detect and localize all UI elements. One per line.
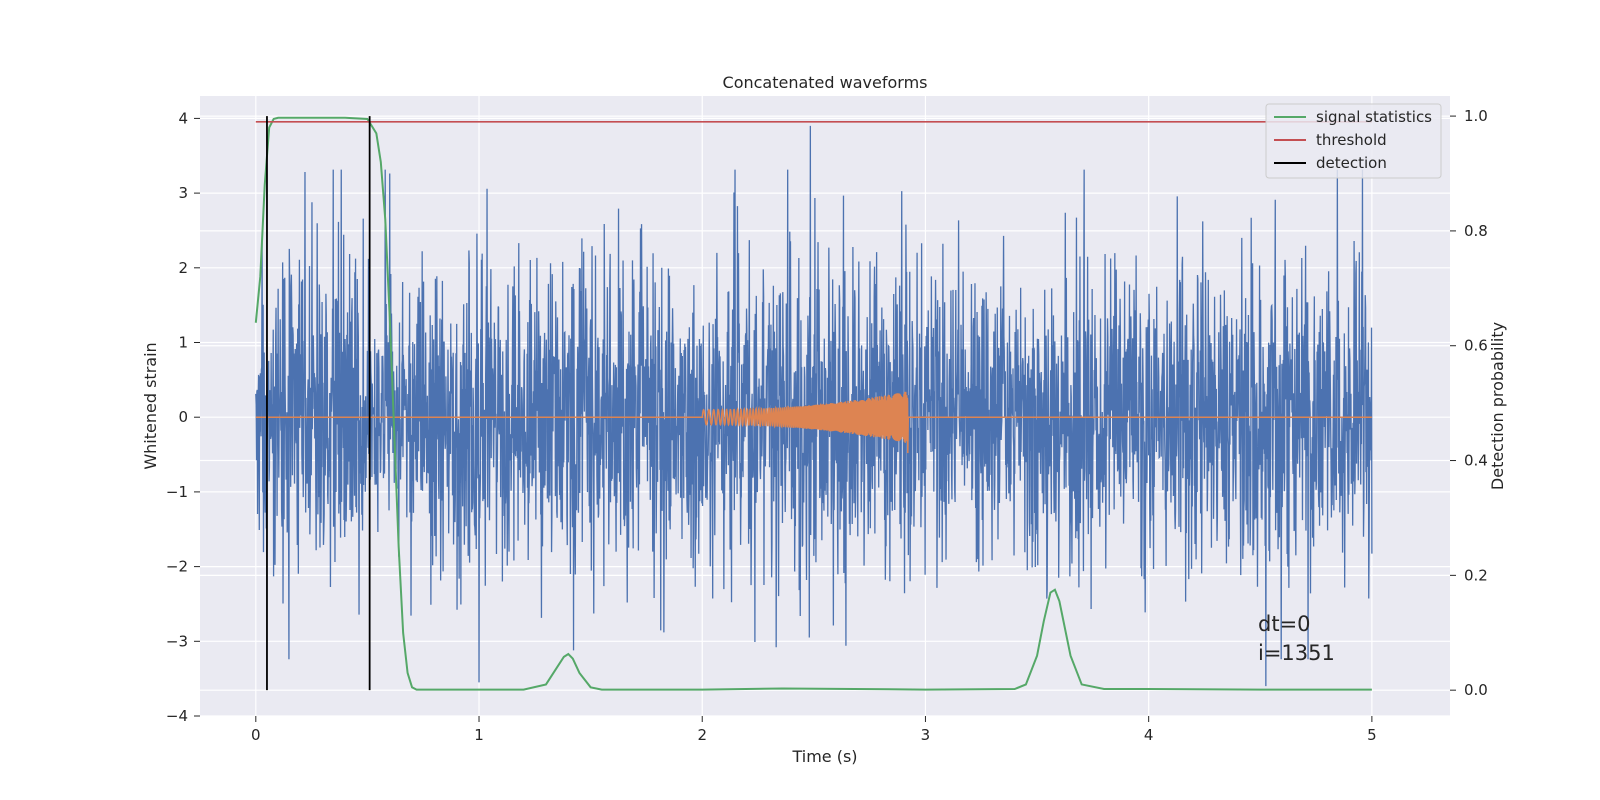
injected-waveform-line	[255, 391, 1372, 454]
y2-tick-label: 0.8	[1464, 222, 1488, 240]
chart-title: Concatenated waveforms	[723, 73, 928, 92]
x-tick-label: 5	[1367, 726, 1377, 744]
x-tick-label: 0	[251, 726, 261, 744]
legend-label-signal-statistics: signal statistics	[1316, 108, 1432, 126]
y2-tick-label: 1.0	[1464, 107, 1488, 125]
y2-tick-label: 0.2	[1464, 566, 1488, 584]
x-tick-label: 1	[474, 726, 484, 744]
y2-tick-label: 0.0	[1464, 681, 1488, 699]
x-tick-label: 4	[1144, 726, 1154, 744]
y2-axis-label: Detection probability	[1488, 322, 1507, 490]
strain-line	[255, 125, 1373, 687]
y-tick-label: −4	[166, 707, 188, 725]
y-tick-label: 0	[178, 408, 188, 426]
y-tick-label: 2	[178, 259, 188, 277]
y-tick-label: −3	[166, 632, 188, 650]
y-tick-label: 1	[178, 334, 188, 352]
y-tick-label: −1	[166, 483, 188, 501]
legend-label-detection: detection	[1316, 154, 1387, 172]
legend: signal statistics threshold detection	[1265, 103, 1442, 179]
legend-box	[1265, 103, 1442, 179]
injected-waveform-series	[255, 391, 1372, 454]
probability-layer	[254, 116, 1372, 691]
axis-ticks: 0 1 2 3 4 5 −4 −3 −2 −1 0 1 2 3 4 0.0 0.2 0.4 0.6 0.8 1.0	[166, 107, 1488, 744]
y-tick-label: 3	[178, 184, 188, 202]
x-tick-label: 2	[697, 726, 707, 744]
annotation-dt: dt=0	[1258, 612, 1311, 636]
legend-label-threshold: threshold	[1316, 131, 1387, 149]
y-tick-label: 4	[178, 109, 188, 127]
y2-tick-label: 0.4	[1464, 452, 1488, 470]
y-axis-label: Whitened strain	[141, 342, 160, 469]
x-tick-label: 3	[921, 726, 931, 744]
x-axis-label: Time (s)	[791, 747, 857, 766]
strain-series	[255, 125, 1373, 687]
y-tick-label: −2	[166, 558, 188, 576]
y2-tick-label: 0.6	[1464, 337, 1488, 355]
signal-statistics-line	[254, 116, 1372, 691]
annotation-index: i=1351	[1258, 641, 1335, 665]
